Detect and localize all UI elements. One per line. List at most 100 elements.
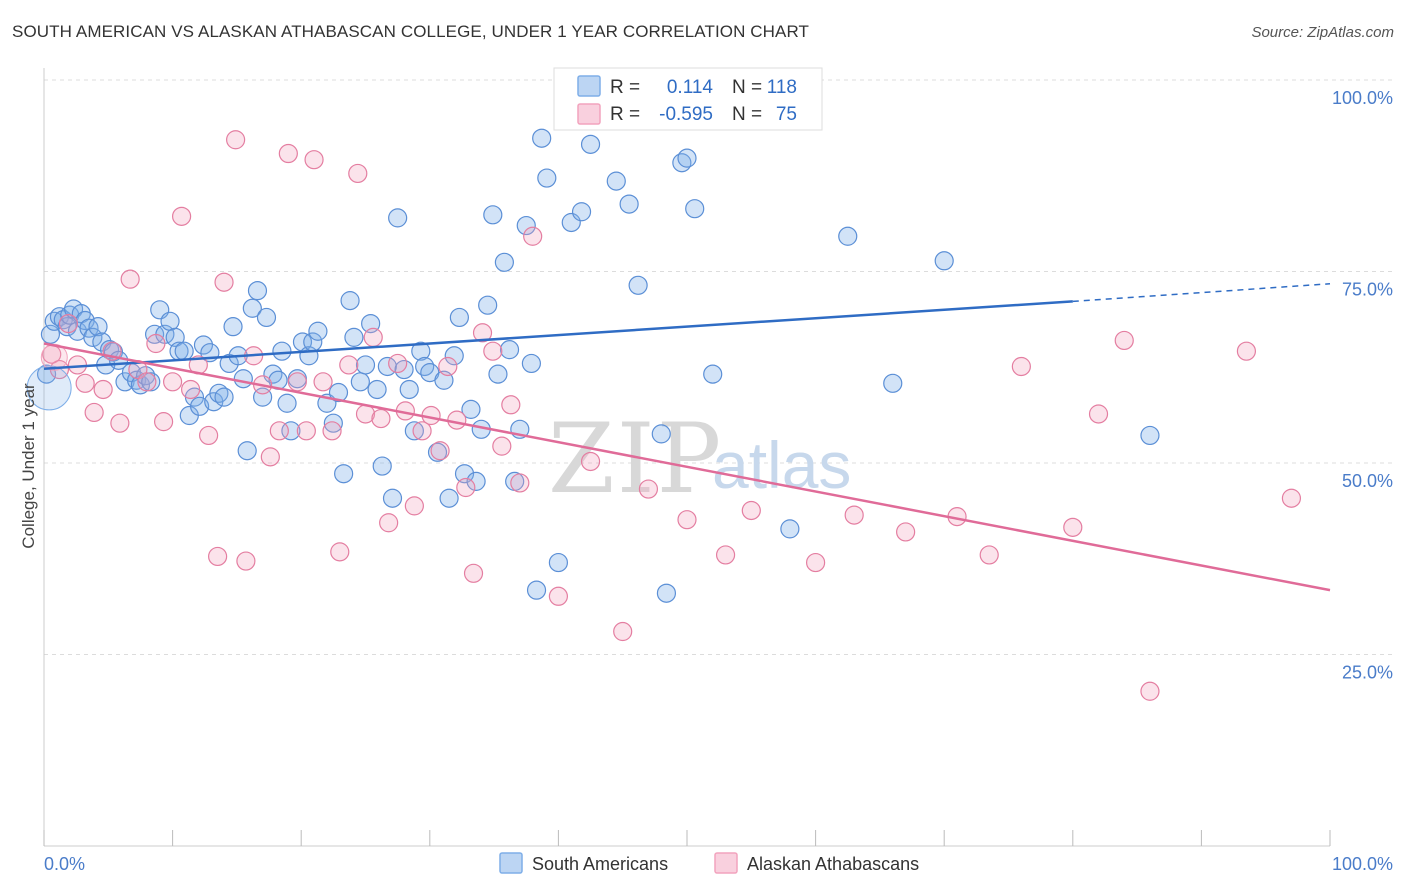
south-americans-point xyxy=(355,355,376,375)
legend-label-south-americans: South Americans xyxy=(532,854,668,874)
south-americans-point xyxy=(580,134,601,154)
alaskan-athabascans-point xyxy=(456,477,476,498)
south-americans-point xyxy=(439,488,459,508)
legend-swatch-south-americans xyxy=(499,852,523,874)
south-americans-point xyxy=(651,424,671,444)
alaskan-athabascans-trendline xyxy=(43,342,1331,592)
alaskan-athabascans-point xyxy=(741,500,761,521)
alaskan-athabascans-point xyxy=(348,163,368,184)
alaskan-athabascans-point xyxy=(896,522,916,542)
south-americans-point xyxy=(444,346,464,366)
axes xyxy=(43,68,1331,847)
series-legend: South Americans Alaskan Athabascans xyxy=(499,852,919,874)
south-americans-point xyxy=(411,341,431,361)
south-americans-point xyxy=(488,364,508,384)
alaskan-athabascans-point xyxy=(236,551,256,571)
south-americans-trendline xyxy=(43,300,1073,371)
south-americans-point xyxy=(1140,425,1160,446)
alaskan-athabascans-point xyxy=(523,226,543,246)
chart-title: SOUTH AMERICAN VS ALASKAN ATHABASCAN COL… xyxy=(12,22,810,41)
south-americans-point xyxy=(160,311,180,331)
south-americans-point xyxy=(344,327,364,347)
alaskan-athabascans-point xyxy=(172,206,192,226)
alaskan-athabascans-point xyxy=(412,421,432,441)
south-americans-point xyxy=(685,199,705,219)
south-americans-point xyxy=(308,321,328,341)
stats-n-label-2: N = xyxy=(732,104,762,125)
south-americans-point xyxy=(328,382,349,403)
south-americans-point xyxy=(404,421,424,441)
alaskan-athabascans-point xyxy=(501,395,521,415)
alaskan-athabascans-point xyxy=(510,473,530,493)
south-americans-point xyxy=(454,464,475,484)
south-americans-point xyxy=(277,393,297,413)
south-americans-trendline-extension xyxy=(1072,283,1331,303)
alaskan-athabascans-point xyxy=(483,341,503,361)
alaskan-athabascans-point xyxy=(339,355,359,375)
alaskan-athabascans-point xyxy=(296,421,316,441)
south-americans-point xyxy=(466,471,486,491)
alaskan-athabascans-point xyxy=(404,496,424,516)
south-americans-point xyxy=(399,379,419,400)
stats-n-value-2: 75 xyxy=(776,104,797,125)
watermark-atlas: atlas xyxy=(712,428,851,502)
stats-n-label-1: N = xyxy=(732,77,762,98)
alaskan-athabascans-point xyxy=(379,513,399,533)
south-americans-point xyxy=(656,583,677,603)
y-axis-label: College, Under 1 year xyxy=(19,383,38,549)
alaskan-athabascans-point xyxy=(388,353,408,374)
south-americans-point xyxy=(334,464,354,484)
alaskan-athabascans-point xyxy=(214,272,234,292)
stats-legend: R = 0.114 N = 118 R = -0.595 N = 75 xyxy=(553,67,823,131)
south-americans-point xyxy=(516,215,536,236)
alaskan-athabascans-point xyxy=(638,479,659,499)
alaskan-athabascans-point xyxy=(110,413,130,433)
south-americans-point xyxy=(174,341,194,361)
y-tick-label-3: 25.0% xyxy=(1342,663,1393,683)
south-americans-point xyxy=(214,387,234,407)
alaskan-athabascans-point xyxy=(93,379,113,400)
alaskan-athabascans-point xyxy=(137,372,157,392)
stats-r-label-2: R = xyxy=(610,104,640,125)
legend-swatch-alaskan-athabascans xyxy=(714,852,738,874)
south-americans-point xyxy=(499,340,520,360)
alaskan-athabascans-point xyxy=(322,421,342,441)
south-americans-point xyxy=(340,291,360,311)
x-tick-labels: 0.0% 100.0% xyxy=(44,854,1393,874)
south-americans-point xyxy=(135,366,156,386)
legend-label-alaskan-athabascans: Alaskan Athabascans xyxy=(747,854,919,874)
alaskan-athabascans-point xyxy=(199,425,219,446)
south-americans-point xyxy=(323,413,343,433)
south-americans-point xyxy=(350,372,370,392)
stats-r-value-1: 0.114 xyxy=(667,77,714,98)
south-americans-point xyxy=(223,317,243,337)
south-americans-point xyxy=(461,399,481,419)
south-americans-point xyxy=(382,488,403,508)
alaskan-athabascans-point xyxy=(208,546,228,567)
alaskan-athabascans-point xyxy=(1114,330,1134,351)
south-americans-point xyxy=(494,252,514,272)
south-americans-point xyxy=(677,148,697,168)
alaskan-athabascans-point xyxy=(313,372,333,392)
south-americans-point xyxy=(449,307,469,328)
alaskan-athabascans-point xyxy=(84,402,104,423)
watermark: ZIP atlas xyxy=(548,403,851,515)
alaskan-athabascans-point xyxy=(1281,488,1302,508)
alaskan-athabascans-point xyxy=(463,563,484,583)
south-americans-point xyxy=(934,251,954,271)
alaskan-athabascans-point xyxy=(613,621,633,642)
south-americans-point xyxy=(483,205,503,225)
alaskan-athabascans-point xyxy=(447,410,467,430)
alaskan-athabascans-point xyxy=(715,545,736,565)
south-americans-point xyxy=(372,456,392,476)
south-americans-point xyxy=(526,580,547,600)
alaskan-athabascans-point xyxy=(120,269,140,289)
alaskan-athabascans-point xyxy=(1140,681,1160,701)
alaskan-athabascans-point xyxy=(75,373,95,393)
south-americans-point xyxy=(521,353,541,374)
south-americans-point xyxy=(281,421,301,441)
alaskan-athabascans-point xyxy=(304,150,324,170)
south-americans-point xyxy=(388,208,408,228)
alaskan-athabascans-point xyxy=(472,323,493,343)
